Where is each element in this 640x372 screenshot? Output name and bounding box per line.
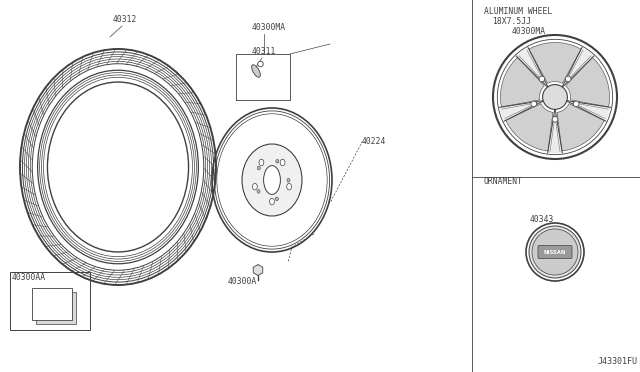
Text: ALUMINUM WHEEL: ALUMINUM WHEEL [484, 7, 552, 16]
Polygon shape [561, 48, 594, 88]
Ellipse shape [531, 101, 536, 107]
Polygon shape [36, 292, 76, 324]
Ellipse shape [252, 65, 260, 77]
Text: ORNAMENT: ORNAMENT [484, 177, 523, 186]
Polygon shape [500, 57, 545, 107]
Ellipse shape [287, 179, 290, 182]
Ellipse shape [532, 229, 578, 275]
Polygon shape [566, 100, 611, 121]
Text: 40343: 40343 [530, 215, 554, 224]
Ellipse shape [280, 159, 285, 166]
Text: 40224: 40224 [362, 137, 387, 146]
Ellipse shape [276, 160, 279, 163]
Ellipse shape [264, 166, 280, 195]
Ellipse shape [539, 76, 545, 82]
Ellipse shape [258, 61, 263, 67]
Ellipse shape [259, 159, 264, 166]
Polygon shape [32, 288, 72, 320]
FancyBboxPatch shape [538, 246, 572, 259]
Text: J43301FU: J43301FU [598, 357, 638, 366]
Ellipse shape [526, 223, 584, 281]
Polygon shape [506, 104, 553, 151]
Ellipse shape [529, 226, 581, 278]
Ellipse shape [218, 115, 326, 245]
Bar [10, 272, 90, 330]
Ellipse shape [257, 166, 260, 170]
Polygon shape [529, 42, 581, 83]
Ellipse shape [552, 116, 558, 122]
Text: 40312: 40312 [113, 15, 137, 24]
Polygon shape [557, 104, 604, 151]
Ellipse shape [287, 183, 291, 190]
Ellipse shape [47, 81, 189, 253]
Text: NISSAN: NISSAN [544, 250, 566, 254]
Ellipse shape [565, 76, 571, 82]
Text: 40300AA: 40300AA [12, 273, 46, 282]
Text: 40300MA: 40300MA [252, 23, 286, 32]
Ellipse shape [543, 84, 568, 109]
Polygon shape [516, 48, 548, 88]
Text: 40300MA: 40300MA [512, 27, 546, 36]
Text: 40300A: 40300A [227, 277, 257, 286]
Ellipse shape [573, 101, 579, 107]
Ellipse shape [257, 190, 260, 193]
Ellipse shape [242, 144, 302, 216]
Text: 40311: 40311 [252, 47, 276, 56]
Ellipse shape [253, 183, 257, 190]
Ellipse shape [269, 198, 275, 205]
Text: 18X7.5JJ: 18X7.5JJ [492, 17, 531, 26]
Polygon shape [548, 108, 563, 153]
Polygon shape [566, 57, 609, 107]
Ellipse shape [493, 35, 617, 159]
Polygon shape [500, 100, 545, 121]
Ellipse shape [275, 197, 278, 201]
